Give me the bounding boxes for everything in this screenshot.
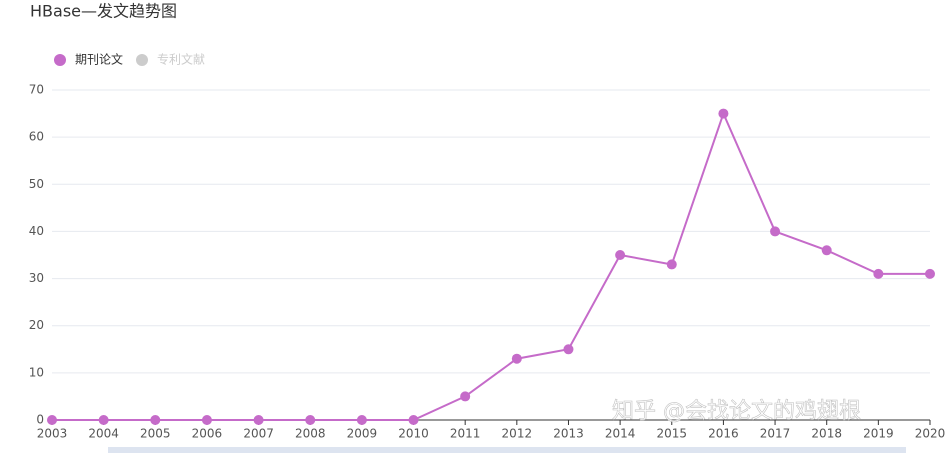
data-point[interactable]: [511, 353, 522, 364]
legend-marker[interactable]: [136, 54, 148, 66]
legend-label[interactable]: 期刊论文: [75, 52, 123, 67]
y-tick-label: 70: [29, 83, 44, 97]
x-tick-label: 2016: [708, 427, 739, 441]
x-tick-label: 2009: [347, 427, 378, 441]
data-point[interactable]: [253, 415, 264, 425]
x-tick-label: 2020: [915, 427, 946, 441]
data-point[interactable]: [563, 344, 574, 355]
data-point[interactable]: [98, 415, 109, 425]
data-point[interactable]: [47, 415, 57, 425]
x-tick-label: 2008: [295, 427, 326, 441]
data-point[interactable]: [460, 391, 471, 402]
x-tick-label: 2017: [760, 427, 791, 441]
data-point[interactable]: [615, 250, 626, 260]
data-point[interactable]: [201, 415, 212, 425]
data-point[interactable]: [873, 268, 884, 279]
y-tick-label: 50: [29, 177, 44, 191]
x-tick-label: 2010: [398, 427, 429, 441]
data-point[interactable]: [718, 108, 729, 119]
legend-label[interactable]: 专利文献: [157, 52, 205, 67]
y-tick-label: 60: [29, 130, 44, 144]
x-tick-label: 2013: [553, 427, 584, 441]
data-point[interactable]: [821, 245, 832, 256]
series-line: [52, 110, 930, 421]
y-tick-label: 30: [29, 271, 44, 285]
y-tick-label: 10: [29, 365, 44, 379]
x-tick-label: 2012: [502, 427, 533, 441]
chart-title: HBase—发文趋势图: [30, 2, 177, 21]
x-tick-label: 2007: [243, 427, 274, 441]
x-tick-label: 2011: [450, 427, 481, 441]
data-point[interactable]: [356, 415, 367, 425]
data-point[interactable]: [150, 415, 161, 425]
x-tick-label: 2003: [37, 427, 68, 441]
data-point[interactable]: [666, 259, 677, 270]
data-point[interactable]: [408, 415, 419, 425]
legend-marker[interactable]: [54, 54, 66, 66]
watermark: 知乎 @会找论文的鸡翅根: [612, 399, 861, 424]
y-tick-label: 20: [29, 318, 44, 332]
x-tick-label: 2005: [140, 427, 171, 441]
y-tick-label: 40: [29, 224, 44, 238]
x-tick-label: 2018: [811, 427, 842, 441]
scroll-bar[interactable]: [108, 447, 906, 453]
data-point[interactable]: [770, 226, 781, 237]
x-tick-label: 2019: [863, 427, 894, 441]
x-tick-label: 2015: [656, 427, 687, 441]
x-tick-label: 2006: [192, 427, 223, 441]
data-point[interactable]: [925, 268, 935, 279]
y-tick-label: 0: [36, 413, 44, 427]
data-point[interactable]: [305, 415, 316, 425]
x-tick-label: 2004: [88, 427, 119, 441]
x-tick-label: 2014: [605, 427, 636, 441]
